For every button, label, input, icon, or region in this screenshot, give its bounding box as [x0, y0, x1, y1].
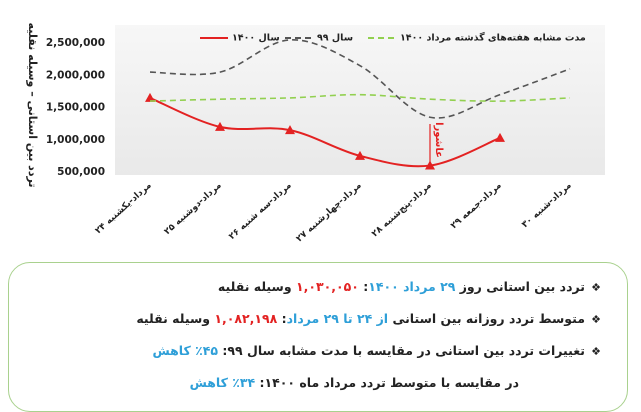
- data-point: [495, 132, 505, 142]
- note-text: وسیله نقلیه: [217, 279, 296, 294]
- legend-label: سال ۱۴۰۰: [232, 33, 280, 44]
- y-tick-label: 500,000: [57, 166, 105, 178]
- series-line: [149, 93, 571, 102]
- series-line: [149, 96, 501, 168]
- note-text: ۱,۰۳۰,۰۵۰: [295, 279, 359, 294]
- series-line: [149, 39, 571, 119]
- note-text: وسیله نقلیه: [136, 311, 215, 326]
- note-text: در مقایسه با متوسط تردد مرداد ماه ۱۴۰۰:: [255, 375, 519, 390]
- x-tick-label: ۲۹ مرداد-جمعه: [449, 181, 504, 232]
- y-tick-label: 2,500,000: [46, 37, 105, 49]
- note-text: ۴۵٪ کاهش: [152, 343, 219, 358]
- legend-label: سال ۹۹: [317, 33, 353, 44]
- x-tick-label: ۲۷ مرداد-چهارشنبه: [295, 181, 364, 245]
- note-line: ❖ تغییرات تردد بین استانی در مقایسه با مد…: [23, 335, 607, 367]
- data-point: [285, 125, 295, 135]
- note-line: ❖ تردد بین استانی روز ۲۹ مرداد ۱۴۰۰: ۱,۰۳…: [23, 271, 607, 303]
- bullet: ❖: [591, 313, 601, 326]
- x-tick-label: ۲۸ مرداد-پنج‌شنبه: [370, 181, 434, 240]
- data-point: [215, 121, 225, 131]
- data-point: [425, 160, 435, 170]
- x-tick-label: ۳۰ مرداد-شنبه: [520, 181, 574, 231]
- note-text: ۳۴٪ کاهش: [189, 375, 256, 390]
- page: {"chart_data": {"type": "line", "y_label…: [8, 22, 628, 412]
- chart: تردد بین استانی – وسیله نقلیه 500,000 1,0…: [26, 23, 605, 245]
- note-text: متوسط تردد روزانه بین استانی: [388, 311, 585, 326]
- note-text: ۱,۰۸۲,۱۹۸: [214, 311, 278, 326]
- notes-box: ❖ تردد بین استانی روز ۲۹ مرداد ۱۴۰۰: ۱,۰۳…: [8, 262, 628, 412]
- bullet: ❖: [591, 281, 601, 294]
- x-tick-label: ۲۴ مرداد-یکشنبه: [94, 181, 154, 237]
- bullet: ❖: [591, 345, 601, 358]
- note-text: :: [358, 279, 369, 294]
- y-tick-label: 2,000,000: [46, 69, 105, 81]
- note-text: ۲۹ مرداد ۱۴۰۰: [368, 279, 456, 294]
- annotation-label: عاشورا: [433, 122, 444, 158]
- note-line: در مقایسه با متوسط تردد مرداد ماه ۱۴۰۰: …: [23, 367, 607, 398]
- note-text: :: [277, 311, 287, 326]
- note-text: تردد بین استانی روز: [455, 279, 585, 294]
- y-tick-label: 1,500,000: [46, 102, 105, 114]
- y-axis-title: تردد بین استانی – وسیله نقلیه: [26, 23, 39, 188]
- x-tick-label: ۲۶ مرداد-سه شنبه: [227, 181, 293, 242]
- data-point: [145, 92, 155, 102]
- x-tick-label: ۲۵ مرداد-دوشنبه: [163, 181, 224, 237]
- note-line: ❖ متوسط تردد روزانه بین استانی از ۲۴ تا ۲…: [23, 303, 607, 335]
- y-tick-label: 1,000,000: [46, 134, 105, 146]
- data-point: [355, 150, 365, 160]
- note-text: تغییرات تردد بین استانی در مقایسه با مدت…: [218, 343, 585, 358]
- note-text: از ۲۴ تا ۲۹ مرداد: [286, 311, 389, 326]
- legend-label: مدت مشابه هفته‌های گذشته مرداد ۱۴۰۰: [400, 32, 586, 44]
